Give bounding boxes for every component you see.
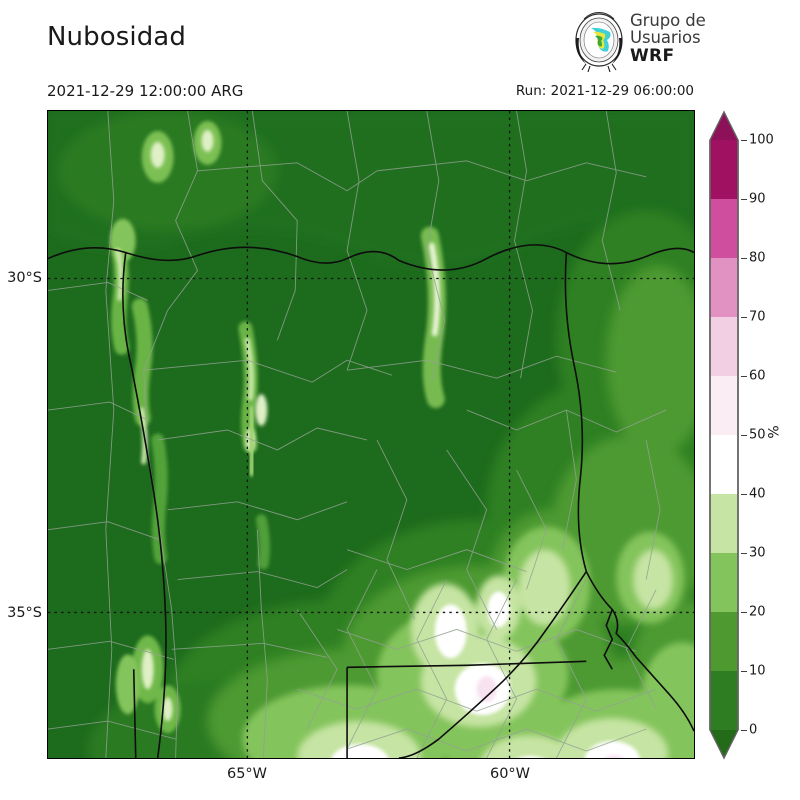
cbar-tick-60: 60 [749, 368, 766, 384]
cbar-tick-30: 30 [749, 545, 766, 561]
cbar-tick-mark [741, 140, 747, 141]
cbar-tick-100: 100 [749, 132, 774, 148]
map-plot-area[interactable] [47, 110, 695, 759]
colorbar-ticks: 100 90 80 70 60 50 40 30 20 10 0 [741, 110, 781, 760]
cbar-tick-90: 90 [749, 191, 766, 207]
page-title: Nubosidad [47, 22, 186, 52]
cbar-tick-20: 20 [749, 604, 766, 620]
valid-time-label: 2021-12-29 12:00:00 ARG [47, 82, 244, 100]
lat-tick-30S: 30°S [7, 270, 42, 286]
cbar-tick-mark [741, 317, 747, 318]
run-time-label: Run: 2021-12-29 06:00:00 [515, 83, 694, 99]
colorbar-unit-label: % [766, 425, 783, 439]
cbar-tick-80: 80 [749, 250, 766, 266]
lon-tick-60W: 60°W [489, 766, 531, 782]
globe-emblem-icon [575, 12, 623, 72]
cbar-tick-10: 10 [749, 663, 766, 679]
cloud-cover-field [48, 111, 694, 758]
cbar-tick-mark [741, 494, 747, 495]
cbar-tick-mark [741, 553, 747, 554]
lat-tick-35S: 35°S [7, 605, 42, 621]
logo-line-2: Usuarios [630, 27, 701, 47]
cbar-tick-mark [741, 435, 747, 436]
colorbar[interactable] [709, 110, 739, 760]
cbar-tick-mark [741, 376, 747, 377]
cbar-tick-mark [741, 199, 747, 200]
cbar-tick-mark [741, 258, 747, 259]
cbar-tick-70: 70 [749, 309, 766, 325]
cbar-tick-mark [741, 612, 747, 613]
cbar-tick-mark [741, 730, 747, 731]
logo-line-1: Grupo de [630, 11, 706, 30]
lon-tick-65W: 65°W [226, 766, 268, 782]
cbar-tick-50: 50 [749, 427, 766, 443]
cbar-tick-0: 0 [749, 722, 758, 738]
cbar-tick-40: 40 [749, 486, 766, 502]
logo-block: Grupo de Usuarios WRF [570, 12, 732, 74]
logo-line-wrf: WRF [630, 45, 675, 66]
cbar-tick-mark [741, 671, 747, 672]
